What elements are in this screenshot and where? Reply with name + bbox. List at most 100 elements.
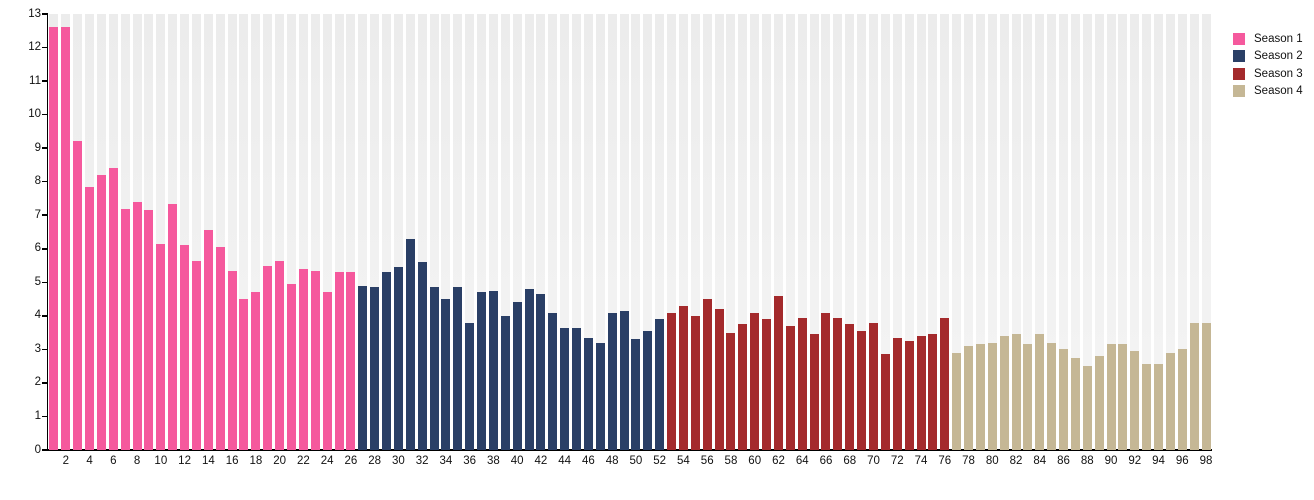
legend-swatch (1233, 50, 1245, 63)
bar-season1-ep16 (227, 270, 237, 450)
bar-season1-ep5 (96, 175, 106, 450)
background-stripe (583, 14, 593, 450)
background-stripe (857, 14, 867, 450)
bar-season1-ep4 (85, 186, 95, 450)
background-stripe (215, 14, 225, 450)
x-tick-label: 4 (86, 455, 93, 467)
x-tick-label: 18 (249, 455, 263, 467)
bar-season2-ep33 (429, 287, 439, 450)
background-stripe (952, 14, 962, 450)
x-tick-label: 62 (772, 455, 785, 467)
y-tick-label: 9 (34, 141, 41, 154)
background-stripe (358, 14, 368, 450)
background-stripe (275, 14, 285, 450)
y-tick-mark (42, 13, 47, 15)
bar-season1-ep25 (334, 272, 344, 450)
bar-season2-ep40 (512, 302, 522, 450)
bar-season1-ep19 (263, 265, 273, 450)
background-stripe (702, 14, 712, 450)
bar-season2-ep34 (441, 299, 451, 450)
background-stripe (928, 14, 938, 450)
x-tick-label: 16 (225, 455, 239, 467)
x-tick-label: 56 (700, 455, 714, 467)
y-tick-mark (42, 415, 47, 418)
bar-season2-ep48 (607, 312, 617, 450)
bar-season3-ep75 (928, 334, 938, 450)
x-tick-label: 70 (867, 455, 880, 467)
background-stripe (1094, 14, 1104, 450)
background-stripe (429, 14, 439, 450)
x-tick-label: 88 (1080, 455, 1094, 467)
bar-season4-ep80 (987, 342, 997, 450)
background-stripe (239, 14, 249, 450)
bar-season4-ep84 (1035, 334, 1045, 450)
legend-label: Season 2 (1254, 50, 1303, 63)
y-tick-mark (42, 248, 47, 250)
bar-season1-ep20 (275, 260, 285, 450)
x-tick-label: 34 (439, 455, 453, 467)
x-tick-label: 60 (748, 455, 762, 467)
x-tick-label: 46 (582, 455, 595, 467)
bar-season2-ep32 (417, 262, 427, 450)
y-tick-label: 5 (34, 275, 41, 288)
y-tick-mark (42, 348, 47, 351)
background-stripe (286, 14, 296, 450)
x-tick-label: 58 (724, 455, 738, 467)
background-stripe (310, 14, 320, 450)
legend-label: Season 4 (1254, 84, 1303, 97)
legend-swatch (1233, 33, 1245, 45)
bar-season2-ep45 (572, 327, 582, 450)
background-stripe (465, 14, 475, 450)
background-stripe (1154, 14, 1164, 450)
bar-season3-ep72 (892, 337, 902, 450)
x-tick-label: 52 (653, 455, 667, 467)
x-tick-label: 98 (1199, 455, 1213, 467)
bar-season1-ep6 (108, 168, 118, 450)
bar-season4-ep86 (1059, 349, 1069, 450)
bar-season3-ep68 (845, 324, 855, 450)
bar-season1-ep2 (61, 27, 71, 450)
bar-season2-ep46 (583, 337, 593, 450)
bar-season4-ep87 (1070, 357, 1080, 450)
bar-season1-ep24 (322, 292, 332, 450)
background-stripe (334, 14, 344, 450)
bar-season2-ep42 (536, 294, 546, 450)
bar-season3-ep66 (821, 312, 831, 450)
x-tick-label: 90 (1104, 455, 1118, 467)
bar-season1-ep21 (286, 284, 296, 450)
bar-season2-ep28 (370, 287, 380, 450)
background-stripe (536, 14, 546, 450)
x-tick-label: 22 (296, 455, 310, 467)
background-stripe (1023, 14, 1033, 450)
bar-season3-ep56 (702, 299, 712, 450)
x-tick-label: 12 (178, 455, 191, 467)
background-stripe (382, 14, 391, 450)
background-stripe (892, 14, 902, 450)
background-stripe (500, 14, 510, 450)
y-tick-label: 12 (28, 41, 41, 54)
x-tick-label: 30 (391, 455, 405, 467)
background-stripe (762, 14, 772, 450)
y-tick-mark (42, 281, 47, 284)
y-tick-label: 13 (28, 7, 41, 20)
bar-season3-ep74 (916, 335, 926, 450)
background-stripe (180, 14, 190, 450)
background-stripe (750, 14, 760, 450)
bar-season4-ep95 (1165, 352, 1175, 450)
bar-season4-ep94 (1154, 364, 1164, 450)
bar-season2-ep38 (488, 290, 498, 450)
y-tick-label: 7 (34, 208, 41, 221)
x-tick-label: 64 (795, 455, 809, 467)
bar-season3-ep64 (797, 317, 807, 450)
bar-season1-ep22 (298, 268, 308, 450)
x-tick-label: 86 (1057, 455, 1070, 467)
background-stripe (916, 14, 926, 450)
x-tick-label: 66 (819, 455, 833, 467)
background-stripe (1118, 14, 1128, 450)
x-tick-label: 2 (62, 455, 70, 467)
legend-swatch (1233, 67, 1245, 80)
bar-season1-ep26 (346, 272, 356, 450)
background-stripe (1177, 14, 1187, 450)
background-stripe (488, 14, 498, 450)
